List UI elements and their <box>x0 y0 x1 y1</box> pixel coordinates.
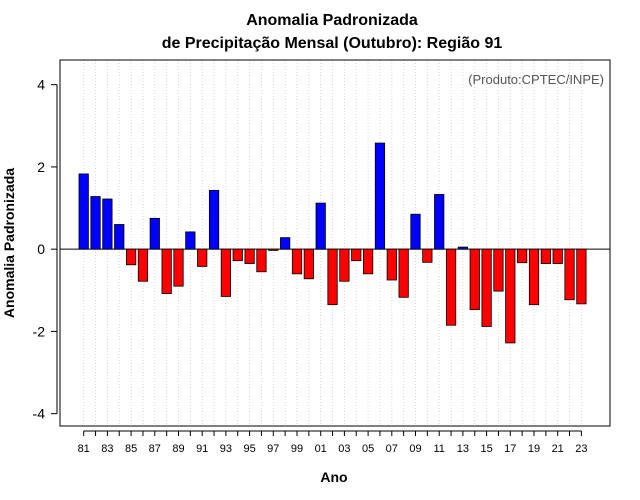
bar-21 <box>552 248 563 264</box>
x-tick-label: 07 <box>386 443 398 455</box>
bars <box>78 142 587 344</box>
x-tick-label: 93 <box>220 443 232 455</box>
y-axis-title: Anomalia Padronizada <box>1 168 17 318</box>
bar-03 <box>339 248 350 282</box>
bar-86 <box>137 248 149 282</box>
bar-06 <box>374 142 386 250</box>
bar-93 <box>220 248 231 297</box>
x-tick-label: 05 <box>362 443 374 455</box>
bar-19 <box>528 248 540 306</box>
bar-18 <box>517 248 528 264</box>
y-tick-label: -4 <box>33 406 46 422</box>
bar-17 <box>505 248 516 344</box>
bar-95 <box>244 248 255 264</box>
bar-01 <box>315 202 326 250</box>
x-tick-label: 83 <box>101 443 113 455</box>
bar-15 <box>481 248 492 327</box>
plot-frame <box>59 59 611 427</box>
x-tick-label: 81 <box>78 443 90 455</box>
bar-82 <box>90 196 101 250</box>
bar-08 <box>398 248 409 298</box>
x-tick-label: 23 <box>575 443 587 455</box>
bar-94 <box>232 248 243 262</box>
bar-81 <box>78 173 89 250</box>
x-tick-label: 17 <box>504 443 516 455</box>
chart-title-line1: Anomalia Padronizada <box>246 12 418 29</box>
bar-20 <box>540 248 551 264</box>
bar-85 <box>126 248 137 266</box>
x-tick-label: 91 <box>196 443 208 455</box>
bar-14 <box>469 248 480 311</box>
bar-02 <box>327 248 338 306</box>
x-tick-label: 15 <box>480 443 492 455</box>
y-tick-label: 0 <box>37 241 45 257</box>
x-tick-label: 09 <box>409 443 421 455</box>
y-tick-label: 4 <box>37 77 45 93</box>
x-tick-label: 99 <box>291 443 303 455</box>
x-tick-label: 95 <box>243 443 255 455</box>
bar-92 <box>208 189 220 250</box>
bar-98 <box>280 237 291 250</box>
bar-23 <box>576 248 587 305</box>
y-tick-label: 2 <box>37 159 45 175</box>
bar-04 <box>351 248 362 262</box>
bar-10 <box>422 248 433 263</box>
bar-90 <box>185 231 196 250</box>
bar-16 <box>493 248 504 292</box>
x-tick-label: 13 <box>457 443 469 455</box>
bar-89 <box>173 248 184 287</box>
x-tick-label: 03 <box>338 443 350 455</box>
y-tick-label: -2 <box>33 323 46 339</box>
bar-07 <box>386 248 397 281</box>
bar-11 <box>434 194 445 250</box>
bar-22 <box>564 248 575 301</box>
credit-label: (Produto:CPTEC/INPE) <box>468 72 604 87</box>
bar-91 <box>197 248 208 267</box>
x-tick-label: 19 <box>528 443 540 455</box>
bar-83 <box>102 198 113 250</box>
bar-99 <box>291 248 303 275</box>
bar-05 <box>362 248 374 275</box>
x-tick-label: 87 <box>149 443 161 455</box>
x-axis-title: Ano <box>320 469 347 485</box>
y-axis: -4 -2 0 2 4 <box>33 77 58 422</box>
x-tick-label: 85 <box>125 443 137 455</box>
x-tick-label: 97 <box>267 443 279 455</box>
bar-96 <box>256 248 267 273</box>
bar-84 <box>114 224 125 250</box>
bar-00 <box>303 248 314 280</box>
bar-97 <box>268 248 279 251</box>
x-axis: 81 83 85 87 89 91 93 95 97 99 01 03 05 07 09 11 13 15 17 19… <box>78 430 588 455</box>
x-tick-label: 89 <box>172 443 184 455</box>
chart-title-line2: de Precipitação Mensal (Outubro): Região… <box>162 35 503 52</box>
x-tick-label: 21 <box>552 443 564 455</box>
x-tick-label: 01 <box>315 443 327 455</box>
bar-87 <box>149 217 160 250</box>
bar-88 <box>161 248 172 294</box>
x-tick-label: 11 <box>433 443 444 455</box>
bar-13 <box>457 246 469 250</box>
bar-12 <box>445 248 457 326</box>
bar-09 <box>410 213 421 250</box>
